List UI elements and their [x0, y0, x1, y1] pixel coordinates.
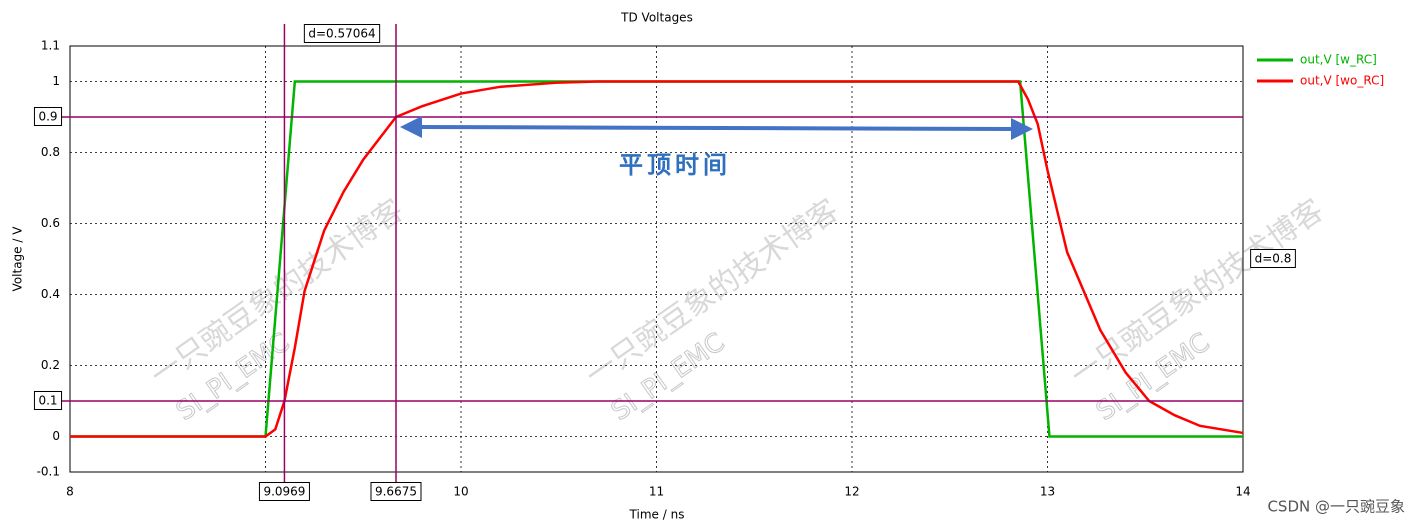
x-tick-label: 11: [649, 485, 664, 499]
x-marker-label: 9.6675: [375, 485, 417, 499]
label-box: [370, 482, 422, 501]
label-box: [303, 24, 381, 43]
x-tick-label: 12: [844, 485, 859, 499]
y-tick-label: 0.2: [41, 358, 60, 372]
y-tick-label: 0: [52, 429, 60, 443]
arrow-shaft: [414, 125, 1019, 131]
label-box: [1250, 249, 1296, 268]
y-marker-label: 0.1: [38, 394, 57, 408]
label-box: [33, 391, 63, 410]
line-series: [70, 80, 1244, 438]
arrow-head: [1011, 118, 1033, 140]
arrow-head: [400, 116, 422, 138]
x-tick-label: 10: [453, 485, 468, 499]
x-delta-label: d=0.57064: [308, 27, 375, 41]
chart-title: TD Voltages: [620, 11, 693, 25]
x-tick-label: 14: [1235, 485, 1250, 499]
legend-label: out,V [wo_RC]: [1300, 74, 1384, 88]
y-tick-label: 0.6: [41, 216, 60, 230]
annotation: 平顶时间: [619, 151, 731, 179]
x-tick-label: 13: [1040, 485, 1055, 499]
y-delta-label: d=0.8: [1255, 252, 1292, 266]
y-tick-label: 1.1: [41, 39, 60, 53]
plot-frame: [69, 45, 1244, 473]
y-tick-label: 1: [52, 74, 60, 88]
y-tick-label: -0.1: [37, 465, 60, 479]
y-tick-label: 0.4: [41, 287, 60, 301]
x-axis-label: Time / ns: [629, 508, 685, 522]
credit: CSDN @一只豌豆象: [1267, 498, 1405, 516]
label-box: [258, 482, 310, 501]
label-box: [33, 107, 63, 126]
y-tick-label: 0.8: [41, 145, 60, 159]
x-tick-label: 8: [66, 485, 74, 499]
x-marker-label: 9.0969: [263, 485, 305, 499]
legend-label: out,V [w_RC]: [1300, 53, 1377, 67]
y-marker-label: 0.9: [38, 110, 57, 124]
y-axis-label: Voltage / V: [11, 226, 25, 292]
